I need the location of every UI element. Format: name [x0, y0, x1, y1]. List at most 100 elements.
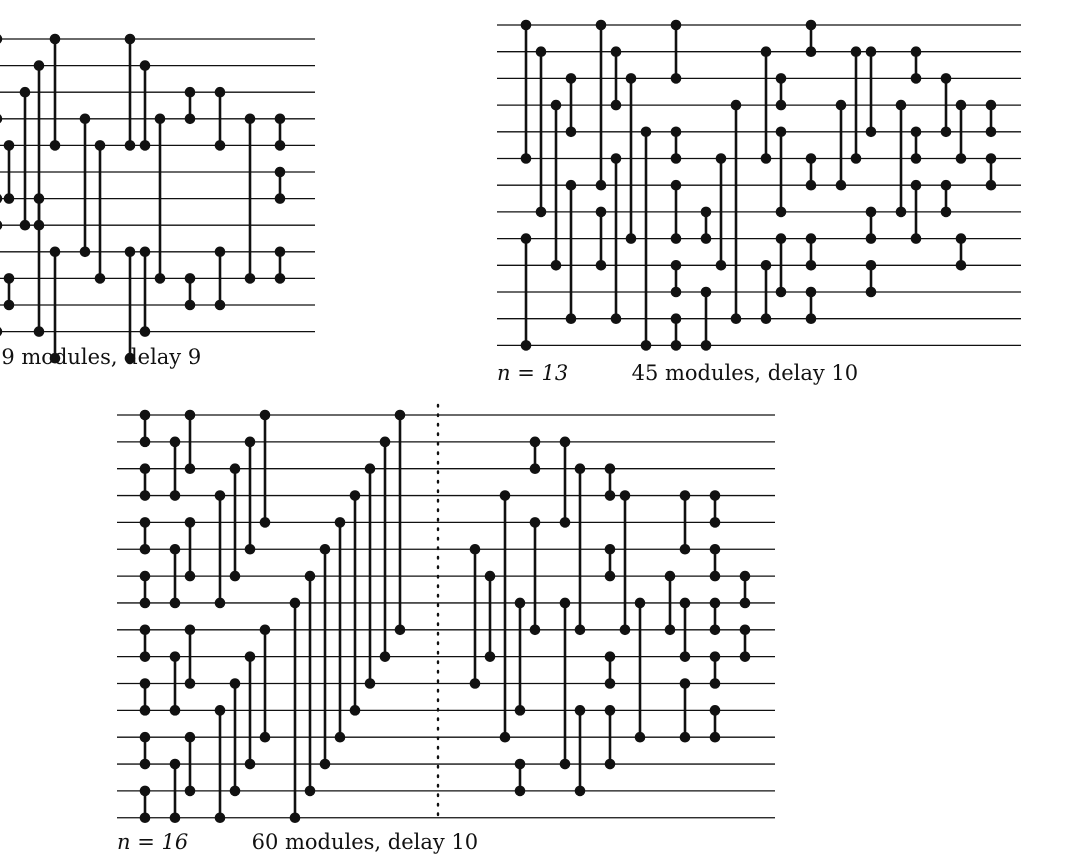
comparator-dot [79, 113, 91, 125]
comparator-dot [679, 731, 691, 743]
caption-n16-n: n = 16 [117, 830, 189, 854]
comparator-dot [139, 597, 151, 609]
comparator-dot [895, 206, 907, 218]
comparator-dot [535, 46, 547, 57]
comparator-dot [184, 463, 196, 475]
comparator-dot [169, 490, 181, 501]
comparator-dot [940, 179, 952, 191]
comparator-dot [214, 597, 226, 609]
comparator-dot [139, 705, 151, 716]
comparator-dot [139, 463, 151, 475]
comparator-dot [805, 19, 817, 31]
comparator-dot [229, 678, 241, 689]
comparator-dot [184, 113, 196, 125]
comparator-dot [550, 99, 562, 111]
comparator-dot [274, 113, 286, 125]
comparator-dot [184, 409, 196, 421]
comparator-dot [33, 193, 45, 204]
caption-left: 39 modules, delay 9 [0, 345, 201, 369]
comparator-dot [550, 260, 562, 271]
comparator-dot [33, 326, 45, 337]
comparator-dot [0, 114, 3, 124]
comparator-dot [499, 490, 511, 501]
comparator-dot [244, 113, 256, 125]
comparator-dot [184, 273, 196, 284]
comparator-dot [49, 246, 61, 258]
comparator-dot [640, 340, 652, 351]
comparator-dot [184, 731, 196, 743]
comparator-dot [775, 126, 787, 138]
comparator-dot [565, 126, 577, 138]
comparator-dot [319, 758, 331, 770]
comparator-dot [604, 463, 616, 475]
caption-n13: n = 13 45 modules, delay 10 [497, 361, 858, 385]
comparator-dot [394, 409, 406, 421]
comparator-dot [214, 812, 226, 824]
comparator-dot [499, 731, 511, 743]
comparator-dot [529, 436, 541, 448]
comparator-dot [574, 705, 586, 716]
comparator-dot [33, 60, 45, 71]
comparator-dot [304, 785, 316, 797]
comparator-dot [625, 73, 637, 84]
comparator-dot [850, 46, 862, 57]
comparator-dot [139, 490, 151, 501]
comparator-dot [229, 463, 241, 475]
comparator-dot [139, 731, 151, 743]
comparator-dot [805, 233, 817, 244]
comparator-dot [895, 99, 907, 111]
comparator-dot [364, 678, 376, 689]
comparator-dot [469, 543, 481, 555]
comparator-dot [214, 490, 226, 501]
network-n13 [497, 19, 1021, 351]
comparator-dot [244, 436, 256, 448]
comparator-dot [0, 220, 3, 230]
comparator-dot [709, 517, 721, 528]
comparator-dot [604, 705, 616, 716]
comparator-dot [985, 179, 997, 191]
comparator-dot [700, 233, 712, 244]
comparator-dot [715, 260, 727, 271]
comparator-dot [865, 286, 877, 298]
comparator-dot [760, 153, 772, 164]
comparator-dot [835, 179, 847, 191]
comparator-dot [559, 517, 571, 528]
comparator-dot [709, 543, 721, 555]
comparator-dot [520, 233, 532, 244]
comparator-dot [634, 597, 646, 609]
comparator-dot [520, 340, 532, 351]
comparator-dot [610, 46, 622, 57]
comparator-dot [595, 179, 607, 191]
comparator-dot [700, 340, 712, 351]
comparator-dot [319, 543, 331, 555]
comparator-dot [574, 463, 586, 475]
comparator-dot [349, 490, 361, 501]
comparator-dot [274, 273, 286, 284]
comparator-dot [619, 624, 631, 636]
comparator-dot [139, 678, 151, 689]
caption-n13-n: n = 13 [497, 361, 569, 385]
comparator-dot [640, 126, 652, 138]
comparator-dot [259, 517, 271, 528]
comparator-dot [760, 46, 772, 57]
comparator-dot [940, 73, 952, 84]
comparator-dot [184, 678, 196, 689]
comparator-dot [805, 286, 817, 298]
comparator-dot [349, 705, 361, 716]
comparator-dot [679, 597, 691, 609]
comparator-dot [709, 624, 721, 636]
comparator-dot [715, 153, 727, 164]
comparator-dot [670, 340, 682, 351]
comparator-dot [985, 153, 997, 164]
comparator-dot [610, 313, 622, 325]
comparator-dot [739, 624, 751, 636]
comparator-dot [709, 678, 721, 689]
comparator-dot [3, 193, 15, 204]
comparator-dot [574, 785, 586, 797]
comparator-dot [670, 179, 682, 191]
comparator-dot [139, 60, 151, 71]
comparator-dot [664, 624, 676, 636]
comparator-dot [514, 758, 526, 770]
comparator-dot [670, 126, 682, 138]
comparator-dot [865, 260, 877, 271]
